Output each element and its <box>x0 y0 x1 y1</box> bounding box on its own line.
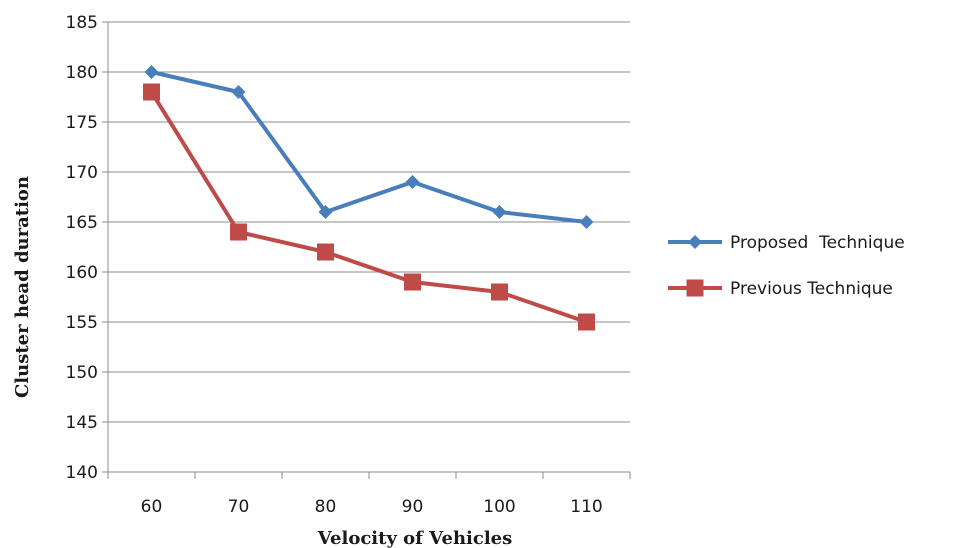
data-point-1-2 <box>317 243 334 261</box>
axes <box>102 21 631 479</box>
legend-marker-1 <box>686 279 704 297</box>
series-0 <box>144 65 594 229</box>
x-tick-label-60: 60 <box>141 497 163 517</box>
x-tick-label-100: 100 <box>483 497 515 517</box>
x-tick-label-80: 80 <box>315 497 337 517</box>
series-line-1 <box>149 90 588 324</box>
data-point-1-0 <box>143 83 160 101</box>
data-point-0-0 <box>144 65 159 79</box>
y-axis-title: Cluster head duration <box>12 176 33 398</box>
y-tick-label-185: 185 <box>66 13 98 33</box>
series-group <box>143 65 595 331</box>
gridlines <box>108 21 630 423</box>
x-tick-label-110: 110 <box>570 497 602 517</box>
data-point-0-5 <box>579 215 594 229</box>
legend-label-1: Previous Technique <box>730 279 893 299</box>
y-tick-label-155: 155 <box>66 313 98 333</box>
y-tick-label-160: 160 <box>66 263 98 283</box>
data-point-0-1 <box>231 85 246 99</box>
series-line-0 <box>151 70 587 224</box>
y-tick-label-180: 180 <box>66 63 98 83</box>
x-tick-labels: 60 70 80 90 100 110 <box>141 497 603 517</box>
x-axis-title: Velocity of Vehicles <box>317 528 513 548</box>
data-point-0-2 <box>318 205 333 219</box>
y-tick-label-140: 140 <box>66 463 98 483</box>
y-tick-label-145: 145 <box>66 413 98 433</box>
legend-label-0: Proposed Technique <box>730 233 905 253</box>
legend-entry-0: Proposed Technique <box>668 233 905 253</box>
legend: Proposed Technique Previous Technique <box>668 233 905 299</box>
data-point-1-3 <box>404 273 421 291</box>
data-point-0-3 <box>405 175 420 189</box>
data-point-1-1 <box>230 223 247 241</box>
legend-marker-0 <box>688 235 702 249</box>
data-point-0-4 <box>492 205 507 219</box>
y-tick-label-165: 165 <box>66 213 98 233</box>
data-point-1-5 <box>578 313 595 331</box>
y-tick-label-150: 150 <box>66 363 98 383</box>
legend-entry-1: Previous Technique <box>668 279 893 299</box>
x-tick-label-70: 70 <box>228 497 250 517</box>
y-tick-labels: 140 145 150 155 160 165 170 175 180 185 <box>66 13 98 483</box>
y-tick-label-175: 175 <box>66 113 98 133</box>
y-tick-label-170: 170 <box>66 163 98 183</box>
data-point-1-4 <box>491 283 508 301</box>
series-1 <box>143 83 595 331</box>
x-tick-label-90: 90 <box>402 497 424 517</box>
